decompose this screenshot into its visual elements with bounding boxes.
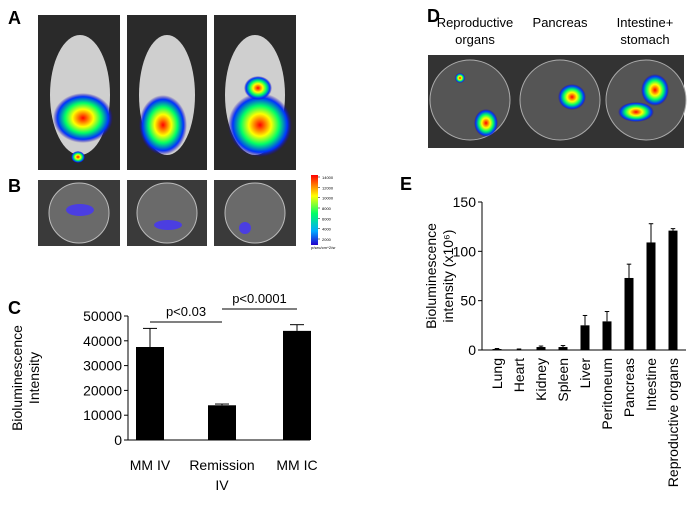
panel-letter: B <box>8 176 21 196</box>
colorbar-tick-label: 10000 <box>322 196 334 201</box>
y-axis-label: BioluminescenceIntensity <box>9 325 42 431</box>
y-tick-label: 30000 <box>83 358 122 374</box>
x-tick-label: Heart <box>511 358 527 392</box>
colorbar-tick-label: 4000 <box>322 227 332 232</box>
x-tick-label: Pancreas <box>621 358 637 417</box>
bar <box>603 321 612 350</box>
x-tick-label: Peritoneum <box>599 358 615 430</box>
y-tick-label: 10000 <box>83 407 122 423</box>
x-tick-label: Liver <box>577 358 593 389</box>
bar <box>669 231 678 350</box>
bar <box>208 405 236 440</box>
colorbar-tick-label: 6000 <box>322 216 332 221</box>
organ-plate-image <box>428 55 686 148</box>
y-tick-label: 40000 <box>83 333 122 349</box>
y-axis-label: Bioluminescenceintensity (x10⁶) <box>423 223 456 329</box>
bar <box>559 347 568 350</box>
bar <box>493 349 502 350</box>
panel-letter: E <box>400 174 412 194</box>
y-tick-label: 0 <box>114 432 122 448</box>
x-tick-label: MM IC <box>276 457 317 473</box>
y-tick-label: 50000 <box>83 308 122 324</box>
organ-label: Intestine+stomach <box>617 15 674 47</box>
bar <box>283 331 311 440</box>
x-tick-label: Intestine <box>643 358 659 411</box>
organ-label: Pancreas <box>533 15 588 30</box>
x-tick-label: Kidney <box>533 358 549 401</box>
bar <box>581 325 590 350</box>
colorbar-tick-label: 14000 <box>322 175 334 180</box>
x-tick-label: Spleen <box>555 358 571 402</box>
colorbar-tick-label: 8000 <box>322 206 332 211</box>
colorbar-unit: p/sec/cm^2/sr <box>311 245 336 250</box>
bar <box>136 347 164 440</box>
organ-dish-images <box>38 175 318 246</box>
colorbar-tick-label: 2000 <box>322 237 332 242</box>
x-tick-label: MM IV <box>130 457 171 473</box>
p-value: p<0.0001 <box>232 291 287 306</box>
y-tick-label: 100 <box>453 243 477 259</box>
x-tick-label: Reproductive organs <box>665 358 681 487</box>
x-tick-label: Lung <box>489 358 505 389</box>
y-tick-label: 150 <box>453 194 477 210</box>
panel-letter: C <box>8 298 21 318</box>
colorbar-tick-label: 12000 <box>322 185 334 190</box>
bar <box>647 242 656 350</box>
mouse-images <box>38 15 296 170</box>
p-value: p<0.03 <box>166 304 206 319</box>
y-tick-label: 0 <box>468 342 476 358</box>
bar <box>625 278 634 350</box>
y-tick-label: 20000 <box>83 382 122 398</box>
y-tick-label: 50 <box>460 293 476 309</box>
panel-letter: A <box>8 8 21 28</box>
bar <box>537 347 546 350</box>
